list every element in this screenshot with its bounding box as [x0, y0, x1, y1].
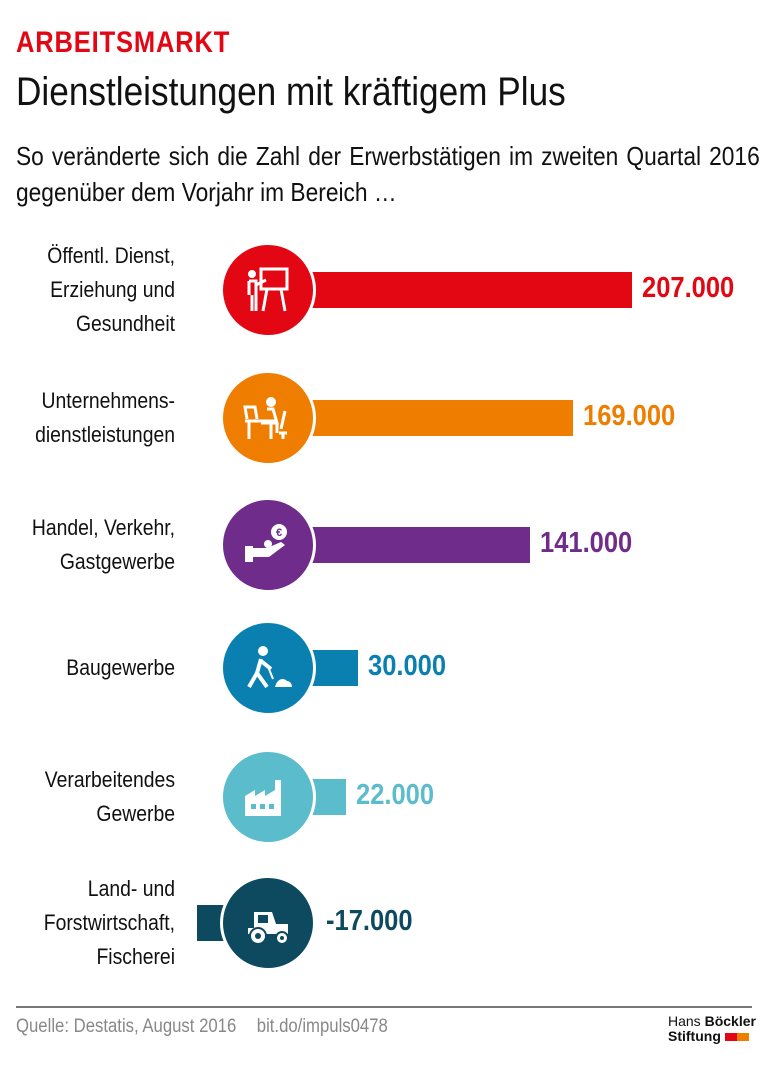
source-link[interactable]: bit.do/impuls0478: [256, 1016, 388, 1037]
category-label: Unternehmens-dienstleistungen: [0, 384, 175, 452]
office-worker-icon: [220, 370, 316, 466]
value-label: 141.000: [539, 527, 633, 559]
category-label: Baugewerbe: [0, 651, 175, 685]
category-label-line: Gewerbe: [96, 801, 175, 826]
category-label-line: Unternehmens-: [41, 388, 176, 413]
bar-row: Handel, Verkehr, Gastgewerbe €141.000: [0, 490, 768, 600]
kicker: ARBEITSMARKT: [16, 26, 231, 59]
bar-row: Baugewerbe 30.000: [0, 613, 768, 723]
logo-text-boeckler: Böckler: [704, 1013, 756, 1029]
bar: [302, 527, 530, 563]
construction-worker-icon: [220, 620, 316, 716]
category-label-line: Forstwirtschaft,: [43, 910, 175, 935]
category-label-line: Land- und: [87, 876, 175, 901]
category-label-line: Fischerei: [96, 944, 175, 969]
category-label-line: Baugewerbe: [66, 655, 175, 680]
value-label: 30.000: [368, 650, 447, 682]
bar: [302, 400, 574, 436]
bar-row: Land- und Forstwirtschaft, Fischerei -17.00…: [0, 868, 768, 978]
bar: [302, 272, 632, 308]
bar-row: Öffentl. Dienst, Erziehung und Gesundheit 2…: [0, 235, 768, 345]
logo-orange-square: [736, 1033, 749, 1042]
value-label: 22.000: [356, 779, 435, 811]
tractor-icon: [220, 875, 316, 971]
source-text: Quelle: Destatis, August 2016: [16, 1016, 237, 1037]
factory-icon: [220, 749, 316, 845]
category-label: Handel, Verkehr, Gastgewerbe: [0, 511, 175, 579]
logo-text-hans: Hans: [668, 1013, 701, 1029]
hans-boeckler-logo: Hans Böckler Stiftung: [668, 1014, 756, 1044]
category-label-line: Öffentl. Dienst,: [47, 243, 175, 268]
value-label: 207.000: [642, 272, 735, 304]
category-label-line: Erziehung und: [50, 277, 176, 302]
svg-text:€: €: [276, 527, 282, 539]
category-label-line: Gesundheit: [75, 311, 175, 336]
category-label: Öffentl. Dienst, Erziehung und Gesundheit: [0, 239, 175, 341]
teacher-icon: [220, 242, 316, 338]
category-label-line: Handel, Verkehr,: [31, 515, 175, 540]
logo-red-square: [724, 1033, 737, 1042]
logo-text-stiftung: Stiftung: [668, 1028, 721, 1044]
category-label-line: Gastgewerbe: [59, 549, 175, 574]
divider: [16, 1006, 752, 1008]
category-label-line: dienstleistungen: [35, 422, 175, 447]
hand-euro-coin-icon: €: [220, 497, 316, 593]
value-label: 169.000: [583, 400, 676, 432]
bar-row: Verarbeitendes Gewerbe 22.000: [0, 742, 768, 852]
bar-row: Unternehmens-dienstleistungen 169.000: [0, 363, 768, 473]
chart-subtitle: So veränderte sich die Zahl der Erwerbst…: [16, 141, 760, 207]
source-line: Quelle: Destatis, August 2016 bit.do/imp…: [16, 1016, 404, 1038]
value-label: -17.000: [326, 905, 413, 937]
chart-title: Dienstleistungen mit kräftigem Plus: [16, 70, 566, 114]
category-label: Verarbeitendes Gewerbe: [0, 763, 175, 831]
category-label: Land- und Forstwirtschaft, Fischerei: [0, 872, 175, 974]
category-label-line: Verarbeitendes: [44, 767, 176, 792]
